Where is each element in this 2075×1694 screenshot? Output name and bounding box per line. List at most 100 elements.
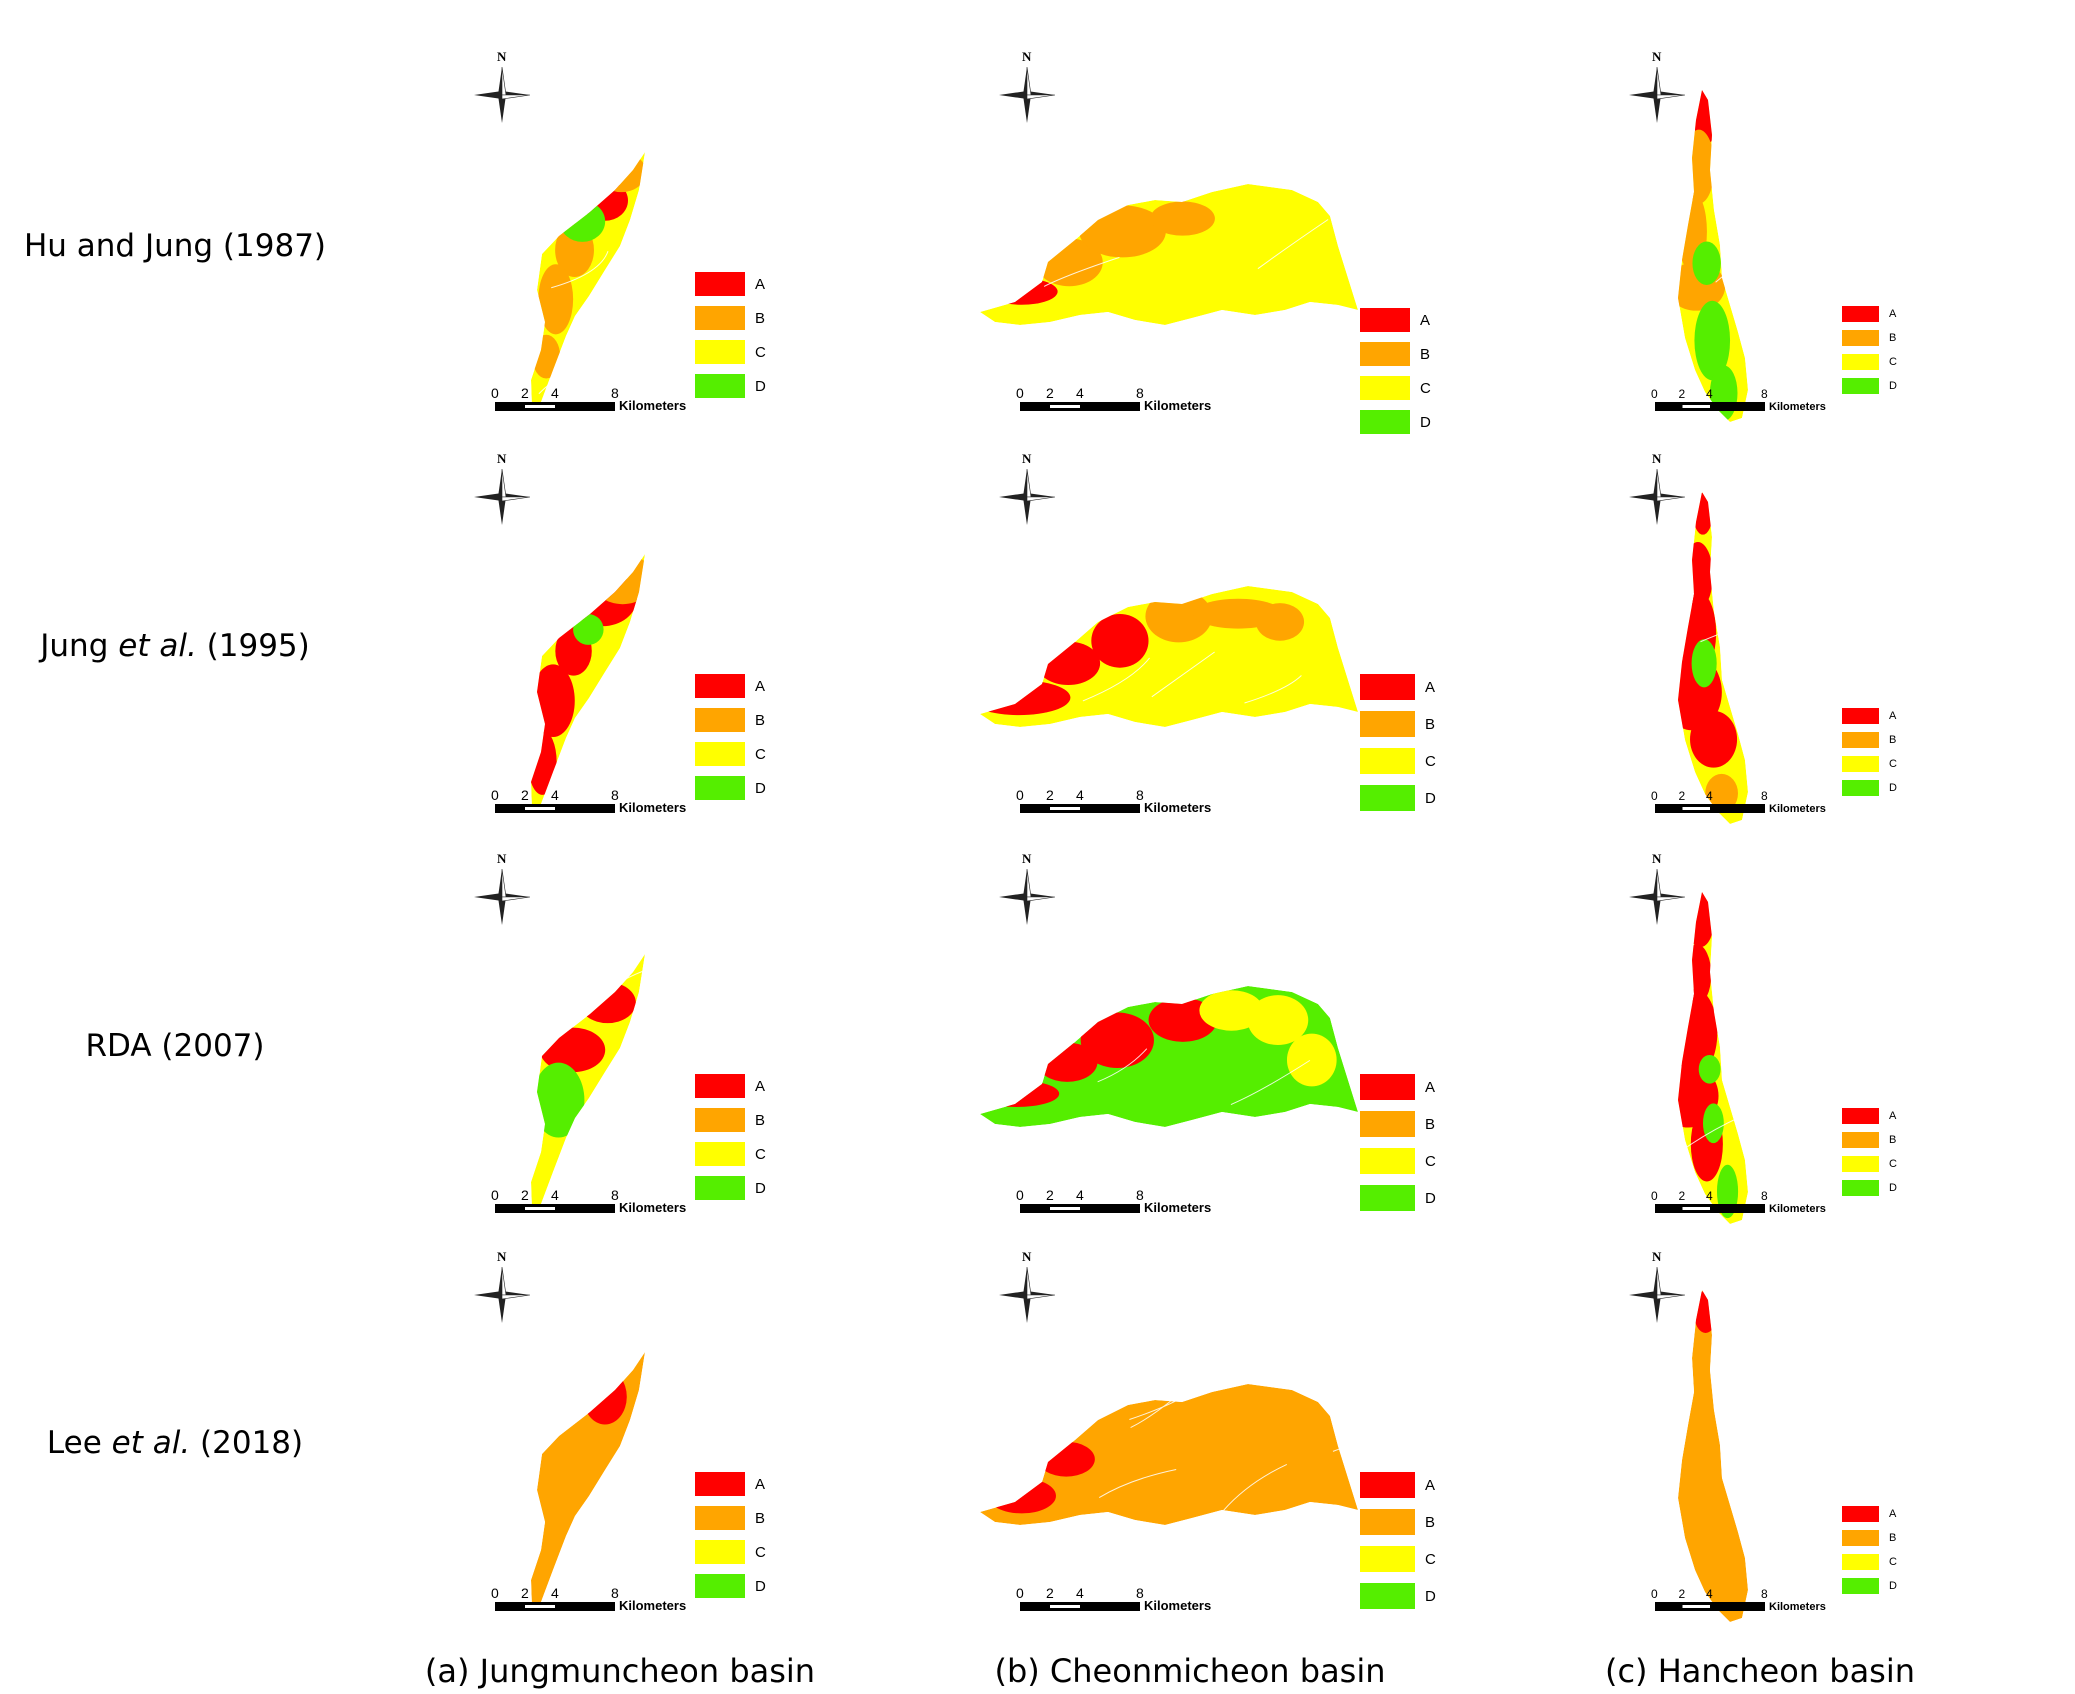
legend-swatch bbox=[695, 1506, 745, 1530]
north-label: N bbox=[497, 451, 507, 466]
legend-swatch bbox=[1842, 756, 1879, 772]
soil-group-patch-a bbox=[531, 664, 575, 737]
legend-item: C bbox=[695, 340, 766, 364]
basin-fill bbox=[531, 1352, 645, 1608]
legend-swatch bbox=[1842, 1530, 1879, 1546]
legend-label: D bbox=[1425, 789, 1436, 807]
scale-tick-label: 4 bbox=[1076, 1585, 1084, 1601]
legend-swatch bbox=[1360, 785, 1415, 811]
legend-label: D bbox=[1889, 782, 1897, 794]
scale-tick-label: 4 bbox=[551, 787, 559, 803]
column-caption: (c) Hancheon basin bbox=[1604, 1652, 1916, 1690]
soil-group-patch-b bbox=[596, 152, 645, 193]
map-panel: N 0 2 4 8 Kilometers A B C D bbox=[455, 442, 1055, 842]
row-label: Jung et al. (1995) bbox=[10, 628, 340, 664]
legend-item: A bbox=[695, 272, 765, 296]
column-caption: (a) Jungmuncheon basin bbox=[424, 1652, 816, 1690]
legend-swatch bbox=[695, 1142, 745, 1166]
legend-label: B bbox=[1889, 1532, 1897, 1544]
legend-item: C bbox=[1360, 376, 1431, 400]
row-label-text: Lee bbox=[46, 1425, 112, 1461]
legend-item: A bbox=[1360, 1074, 1435, 1100]
soil-group-patch-b bbox=[538, 264, 574, 335]
scale-unit-label: Kilometers bbox=[1144, 800, 1211, 815]
soil-group-patch-b bbox=[1255, 603, 1305, 641]
scale-tick-label: 4 bbox=[1076, 385, 1084, 401]
scale-tick-label: 2 bbox=[1679, 1189, 1686, 1203]
soil-group-patch-c bbox=[1199, 990, 1264, 1031]
legend-item: C bbox=[1842, 1156, 1897, 1172]
legend-label: C bbox=[1889, 1556, 1897, 1568]
north-arrow-icon: N bbox=[999, 49, 1056, 123]
scale-tick-label: 8 bbox=[1761, 1189, 1768, 1203]
legend-label: A bbox=[755, 1475, 766, 1493]
scale-tick-label: 8 bbox=[611, 1187, 619, 1203]
basin-soil-group-map bbox=[980, 986, 1358, 1127]
map-panel: N 0 2 4 8 Kilometers A B C D bbox=[455, 40, 1055, 440]
legend-label: B bbox=[1425, 1115, 1436, 1133]
soil-group-patch-d bbox=[1694, 300, 1731, 381]
legend-label: C bbox=[1889, 1158, 1897, 1170]
legend-label: C bbox=[755, 343, 766, 361]
legend-swatch bbox=[1842, 330, 1879, 346]
north-label: N bbox=[497, 851, 507, 866]
north-label: N bbox=[497, 49, 507, 64]
soil-group-patch-b bbox=[1145, 590, 1212, 643]
legend-label: D bbox=[755, 377, 766, 395]
legend-item: D bbox=[695, 374, 766, 398]
basin-fill bbox=[1678, 1290, 1748, 1622]
scale-tick-label: 0 bbox=[1016, 385, 1024, 401]
legend-swatch bbox=[1360, 674, 1415, 700]
legend-swatch bbox=[1360, 1583, 1415, 1609]
legend-item: D bbox=[695, 1176, 766, 1200]
soil-group-patch-a bbox=[1091, 613, 1149, 668]
north-arrow-icon: N bbox=[1629, 851, 1686, 925]
legend-item: B bbox=[1360, 1509, 1435, 1535]
scale-unit-label: Kilometers bbox=[1144, 1598, 1211, 1613]
legend-item: B bbox=[695, 306, 765, 330]
legend-swatch bbox=[1842, 378, 1879, 394]
scale-unit-label: Kilometers bbox=[1769, 1203, 1826, 1215]
legend-swatch bbox=[695, 776, 745, 800]
legend-swatch bbox=[1842, 1506, 1879, 1522]
legend-swatch bbox=[1842, 1578, 1879, 1594]
legend-label: D bbox=[1889, 1182, 1897, 1194]
legend-item: D bbox=[1842, 1180, 1897, 1196]
north-label: N bbox=[1022, 851, 1032, 866]
legend-swatch bbox=[695, 306, 745, 330]
map-panel: N 0 2 4 8 Kilometers A B C D bbox=[455, 842, 1055, 1242]
row-label-italic: et al. bbox=[118, 628, 197, 664]
north-label: N bbox=[1022, 1249, 1032, 1264]
legend-label: A bbox=[1425, 678, 1436, 696]
legend-item: C bbox=[1842, 354, 1897, 370]
scale-tick-label: 8 bbox=[611, 787, 619, 803]
soil-group-patch-a bbox=[1693, 492, 1713, 535]
legend-label: A bbox=[755, 1077, 766, 1095]
soil-group-patch-a bbox=[987, 1478, 1056, 1514]
north-label: N bbox=[1652, 851, 1662, 866]
legend-label: D bbox=[755, 1179, 766, 1197]
scale-unit-label: Kilometers bbox=[1144, 398, 1211, 413]
basin-soil-group-map bbox=[531, 954, 645, 1210]
soil-group-patch-b bbox=[1150, 201, 1215, 236]
legend-item: A bbox=[1842, 1506, 1896, 1522]
soil-group-patch-d bbox=[1691, 639, 1717, 688]
legend-item: D bbox=[695, 776, 766, 800]
scale-tick-label: 8 bbox=[1136, 1187, 1144, 1203]
scale-tick-label: 8 bbox=[1136, 1585, 1144, 1601]
map-panel: N 0 2 4 8 Kilometers A B C D bbox=[1610, 442, 2075, 842]
legend-swatch bbox=[695, 272, 745, 296]
soil-group-patch-d bbox=[573, 614, 604, 645]
legend-swatch bbox=[1360, 1111, 1415, 1137]
soil-group-patch-b bbox=[532, 334, 561, 379]
legend-swatch bbox=[1842, 1132, 1879, 1148]
north-arrow-icon: N bbox=[999, 851, 1056, 925]
soil-group-patch-b bbox=[1705, 773, 1738, 813]
